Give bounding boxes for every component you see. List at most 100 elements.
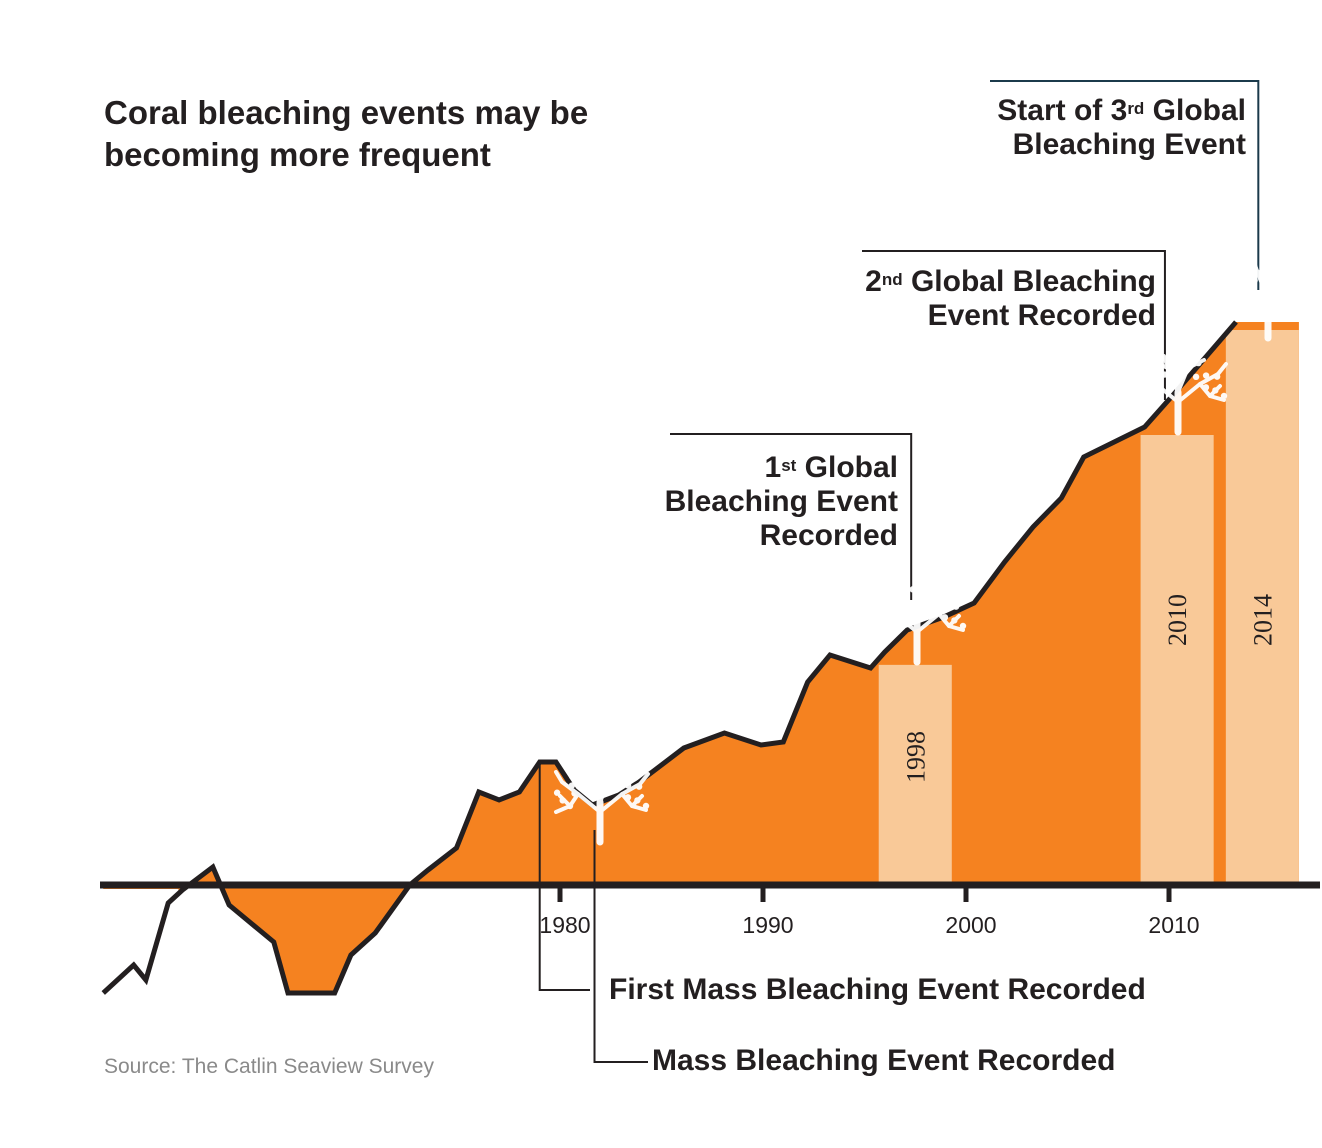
x-tick-label-1990: 1990 [742,912,793,938]
annotation-text: Global Bleaching [902,265,1156,298]
coral-tip [1234,298,1242,306]
annotation-text: 2 [865,265,882,298]
coral-tip [1292,278,1300,285]
annotation-superscript: nd [881,270,903,289]
coral-tip [1161,371,1168,378]
coral-tip [959,622,967,630]
x-axis [100,881,1320,902]
coral-tip [1239,286,1246,293]
annotation-first-mass: First Mass Bleaching Event Recorded [609,973,1146,1007]
coral-tip [885,602,893,609]
coral-tip [624,782,632,789]
leader-global-1 [670,433,913,600]
coral-tip [1310,298,1318,306]
annotation-global-2: 2nd Global Bleaching Event Recorded [820,265,1156,333]
annotation-global-1: 1st Global Bleaching Event Recorded [620,451,898,553]
coral-tip [607,773,614,780]
annotation-text: First Mass Bleaching Event Recorded [609,973,1146,1006]
coral-tip [1202,384,1210,391]
area-layer [95,322,1299,1009]
coral-tip [1170,356,1177,363]
coral-tip [571,790,578,797]
coral-tip [1144,392,1152,400]
coral-tip [1192,373,1200,381]
coral-branch [554,770,564,784]
coral-tip [1260,262,1267,269]
coral-tip [583,781,590,788]
coral-tip [1213,373,1221,380]
coral-tip [1237,269,1244,276]
coral-tip [1177,368,1184,376]
coral-tip [1131,379,1139,386]
coral-tip [1202,372,1210,379]
coral-tip [1195,359,1202,367]
area-fill [103,322,1299,993]
coral-tip [931,603,939,611]
leader-global-2 [862,250,1166,400]
coral-tip [903,593,910,600]
chart-title-text: Coral bleaching events may be becoming m… [104,94,589,173]
coral-tip [900,601,907,608]
coral-tip [592,766,599,773]
annotation-text: Mass Bleaching Event Recorded [652,1044,1116,1077]
coral-tip [553,789,561,796]
chart-title: Coral bleaching events may be becoming m… [104,92,624,176]
coral-tip [941,614,949,621]
annotation-text: Recorded [759,519,898,552]
highlight-band-2010 [1140,435,1214,885]
coral-tip [1267,274,1274,282]
coral-tip [1164,363,1171,370]
coral-tip [883,622,891,630]
highlight-band-1998 [878,664,952,885]
coral-icon-1982 [553,762,650,846]
coral-tip [1220,392,1228,400]
annotation-superscript: rd [1127,99,1145,118]
coral-tip [634,797,641,804]
coral-tip [599,778,606,786]
coral-tip [934,589,941,597]
coral-tip [1236,278,1244,285]
coral-tip [876,617,883,624]
coral-tip [1303,279,1311,286]
band-label-2014: 2014 [1248,594,1277,646]
coral-tip [1254,269,1261,276]
coral-icon-1998 [870,582,967,666]
coral-tip [559,797,566,804]
coral-branch [1222,266,1232,280]
leader-global-3 [990,80,1260,290]
coral-tip [586,773,593,780]
coral-tip [1251,277,1258,284]
coral-tip [566,802,574,810]
coral-branch [1132,360,1142,374]
annotation-text: Event Recorded [927,299,1156,332]
coral-tip [924,593,931,600]
band-label-2010: 2010 [1163,594,1192,646]
coral-branch [1216,362,1228,376]
coral-tip [886,593,893,600]
source-note: Source: The Catlin Seaview Survey [104,1055,434,1078]
annotation-text: 1 [764,451,782,484]
x-tick-labels: 1980 1990 2000 2010 [539,912,1199,938]
leader-first-mass [538,762,590,991]
coral-tip [888,610,895,617]
coral-tip [1282,279,1290,287]
coral-tip [952,603,960,610]
coral-tip [1275,269,1282,276]
coral-tip [870,609,878,616]
x-tick-label-1980: 1980 [539,912,590,938]
coral-icon-2010 [1131,352,1228,436]
x-tick-label-2010: 2010 [1148,912,1199,938]
coral-tip [1212,387,1219,394]
coral-tip [1292,290,1300,297]
annotation-text: Global [796,451,898,484]
coral-tip [1302,293,1309,300]
annotation-leaders [538,80,1260,1063]
coral-tip [1221,285,1229,292]
coral-tip [941,602,949,609]
annotation-text: Start of 3 [997,94,1128,127]
coral-tip [617,769,624,777]
annotation-superscript: st [781,456,797,475]
annotation-global-3: Start of 3rd Global Bleaching Event [940,94,1246,162]
annotation-text: Bleaching Event [664,485,898,518]
